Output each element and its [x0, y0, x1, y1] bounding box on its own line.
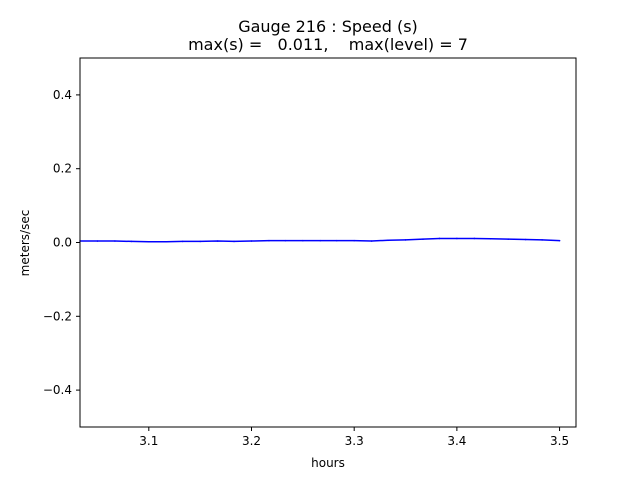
data-point	[370, 240, 373, 242]
data-point	[558, 239, 561, 242]
data-point	[319, 239, 322, 242]
data-point	[302, 239, 304, 242]
data-point	[130, 240, 133, 243]
data-point	[524, 238, 527, 241]
data-point	[165, 240, 168, 243]
x-axis-label: hours	[311, 456, 345, 470]
y-tick-label: 0.0	[53, 236, 72, 250]
y-axis: −0.4 −0.2 0.0 0.2 0.4	[43, 88, 80, 397]
x-tick-label: 3.5	[550, 434, 569, 448]
data-point	[199, 240, 201, 243]
data-point	[114, 240, 116, 242]
data-point	[404, 239, 407, 241]
y-tick-label: 0.4	[53, 88, 72, 102]
data-point	[233, 240, 235, 243]
y-tick-label: −0.4	[43, 383, 72, 397]
data-point	[284, 239, 287, 242]
data-point	[268, 239, 270, 242]
y-tick-label: 0.2	[53, 162, 72, 176]
chart-subtitle: max(s) = 0.011, max(level) = 7	[188, 35, 468, 54]
x-tick-label: 3.1	[139, 434, 158, 448]
data-point	[181, 240, 184, 243]
data-point	[438, 237, 441, 240]
x-axis: 3.1 3.2 3.3 3.4 3.5	[139, 427, 569, 448]
x-tick-label: 3.3	[345, 434, 364, 448]
data-point	[387, 239, 389, 242]
data-point	[489, 238, 492, 240]
data-point	[422, 238, 424, 240]
y-tick-label: −0.2	[43, 309, 72, 323]
data-point	[541, 239, 543, 241]
chart-title: Gauge 216 : Speed (s)	[238, 17, 418, 36]
data-point	[96, 240, 99, 242]
y-axis-label: meters/sec	[18, 210, 32, 277]
data-point	[507, 238, 510, 240]
data-point	[148, 240, 150, 243]
data-point	[473, 237, 476, 240]
data-point	[250, 240, 253, 242]
data-point	[335, 239, 338, 242]
plot-area	[79, 237, 561, 243]
data-point	[456, 237, 458, 240]
x-tick-label: 3.4	[447, 434, 466, 448]
x-tick-label: 3.2	[242, 434, 261, 448]
data-point	[216, 240, 219, 242]
data-point	[353, 239, 355, 242]
